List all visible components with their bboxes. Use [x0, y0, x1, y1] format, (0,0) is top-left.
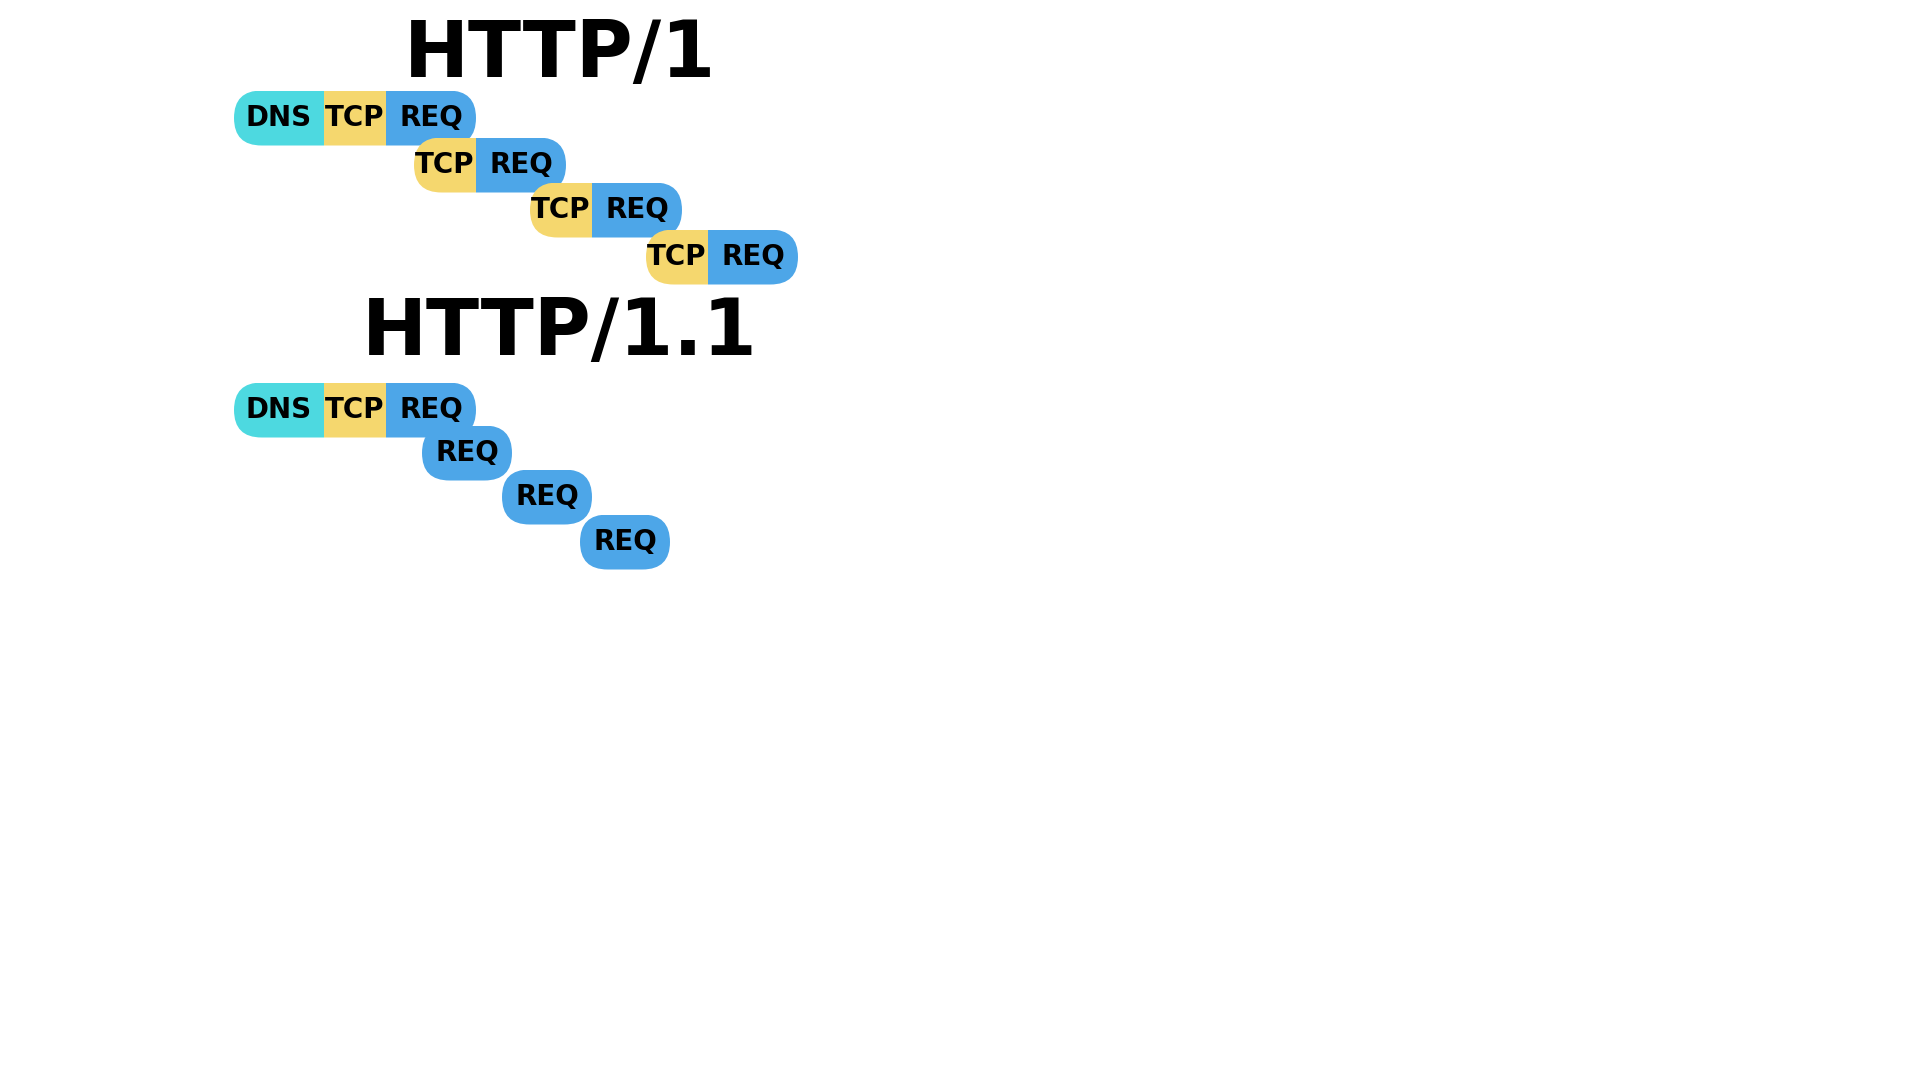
FancyBboxPatch shape — [645, 230, 799, 284]
FancyBboxPatch shape — [415, 137, 566, 192]
FancyBboxPatch shape — [580, 514, 670, 569]
Bar — [422, 426, 513, 481]
Bar — [234, 382, 324, 437]
Bar — [386, 382, 476, 437]
Bar — [645, 230, 708, 284]
Bar — [324, 91, 386, 146]
Text: TCP: TCP — [647, 243, 707, 271]
Text: TCP: TCP — [532, 195, 591, 224]
Bar — [415, 137, 476, 192]
Text: HTTP/1.1: HTTP/1.1 — [363, 295, 758, 372]
Text: TCP: TCP — [415, 151, 474, 179]
Text: REQ: REQ — [490, 151, 553, 179]
Bar — [386, 91, 476, 146]
FancyBboxPatch shape — [234, 382, 476, 437]
Bar — [324, 382, 386, 437]
Text: TCP: TCP — [324, 396, 384, 424]
Text: DNS: DNS — [246, 396, 313, 424]
FancyBboxPatch shape — [422, 426, 513, 481]
Text: REQ: REQ — [399, 396, 463, 424]
Bar — [708, 230, 799, 284]
Text: HTTP/1: HTTP/1 — [403, 17, 716, 93]
Bar — [234, 91, 324, 146]
Bar — [591, 183, 682, 238]
Bar — [580, 514, 670, 569]
Text: REQ: REQ — [722, 243, 785, 271]
Text: REQ: REQ — [399, 104, 463, 132]
Bar — [476, 137, 566, 192]
Text: DNS: DNS — [246, 104, 313, 132]
FancyBboxPatch shape — [501, 470, 591, 525]
FancyBboxPatch shape — [530, 183, 682, 238]
Bar — [530, 183, 591, 238]
Text: REQ: REQ — [436, 438, 499, 467]
FancyBboxPatch shape — [234, 91, 476, 146]
Bar — [501, 470, 591, 525]
Text: REQ: REQ — [593, 528, 657, 556]
Text: TCP: TCP — [324, 104, 384, 132]
Text: REQ: REQ — [515, 483, 578, 511]
Text: REQ: REQ — [605, 195, 668, 224]
